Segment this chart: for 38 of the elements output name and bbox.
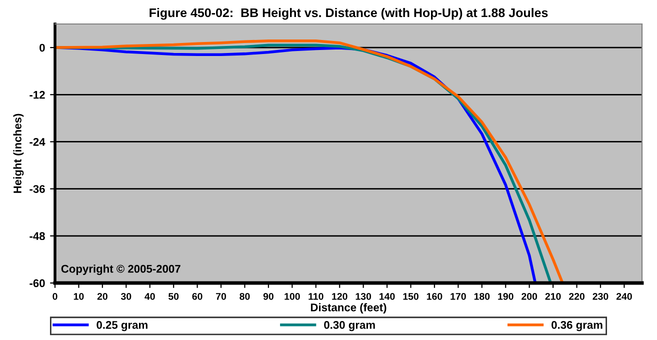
x-tick-label: 90 (263, 292, 274, 300)
x-tick-label: 50 (168, 292, 179, 300)
x-tick-label: 240 (616, 292, 632, 300)
x-tick-label: 70 (216, 292, 226, 300)
chart-title: Figure 450-02: BB Height vs. Distance (with Hop-Up) at 1.88 Joules (150, 8, 548, 20)
x-tick-label: 130 (356, 292, 372, 300)
x-tick-label: 190 (498, 292, 514, 300)
x-tick-label: 30 (120, 292, 132, 300)
x-tick-label: 200 (522, 292, 538, 300)
x-tick-label: 20 (97, 292, 108, 300)
legend-label: 0.25 gram (96, 321, 148, 332)
x-tick-label: 100 (284, 292, 300, 300)
x-tick-label: 140 (380, 292, 395, 300)
x-tick-label: 170 (450, 292, 466, 300)
x-tick-label: 150 (403, 292, 418, 300)
x-tick-label: 180 (474, 292, 490, 300)
y-tick-label: -24 (30, 138, 46, 146)
x-tick-label: 160 (426, 292, 442, 300)
x-axis-title: Distance (feet) (310, 303, 386, 314)
x-tick-label: 230 (592, 292, 608, 300)
x-tick-label: 80 (240, 292, 250, 300)
y-axis-title: Height (inches) (13, 114, 24, 193)
legend-label: 0.36 gram (552, 321, 602, 332)
y-tick-label: -48 (30, 232, 45, 240)
x-tick-label: 40 (144, 292, 155, 300)
legend-label: 0.30 gram (324, 321, 375, 332)
x-tick-label: 60 (192, 292, 202, 300)
x-tick-label: 10 (74, 292, 84, 300)
x-tick-label: 0 (52, 292, 58, 300)
x-tick-label: 110 (308, 292, 324, 300)
y-tick-label: -36 (30, 185, 45, 193)
x-tick-label: 220 (569, 292, 584, 300)
x-tick-label: 120 (332, 292, 348, 300)
annotation: Copyright © 2005-2007 (61, 264, 180, 275)
y-tick-label: -12 (30, 90, 45, 99)
y-tick-label: -60 (30, 279, 45, 288)
x-tick-label: 210 (545, 292, 561, 300)
y-tick-label: 0 (40, 44, 45, 52)
